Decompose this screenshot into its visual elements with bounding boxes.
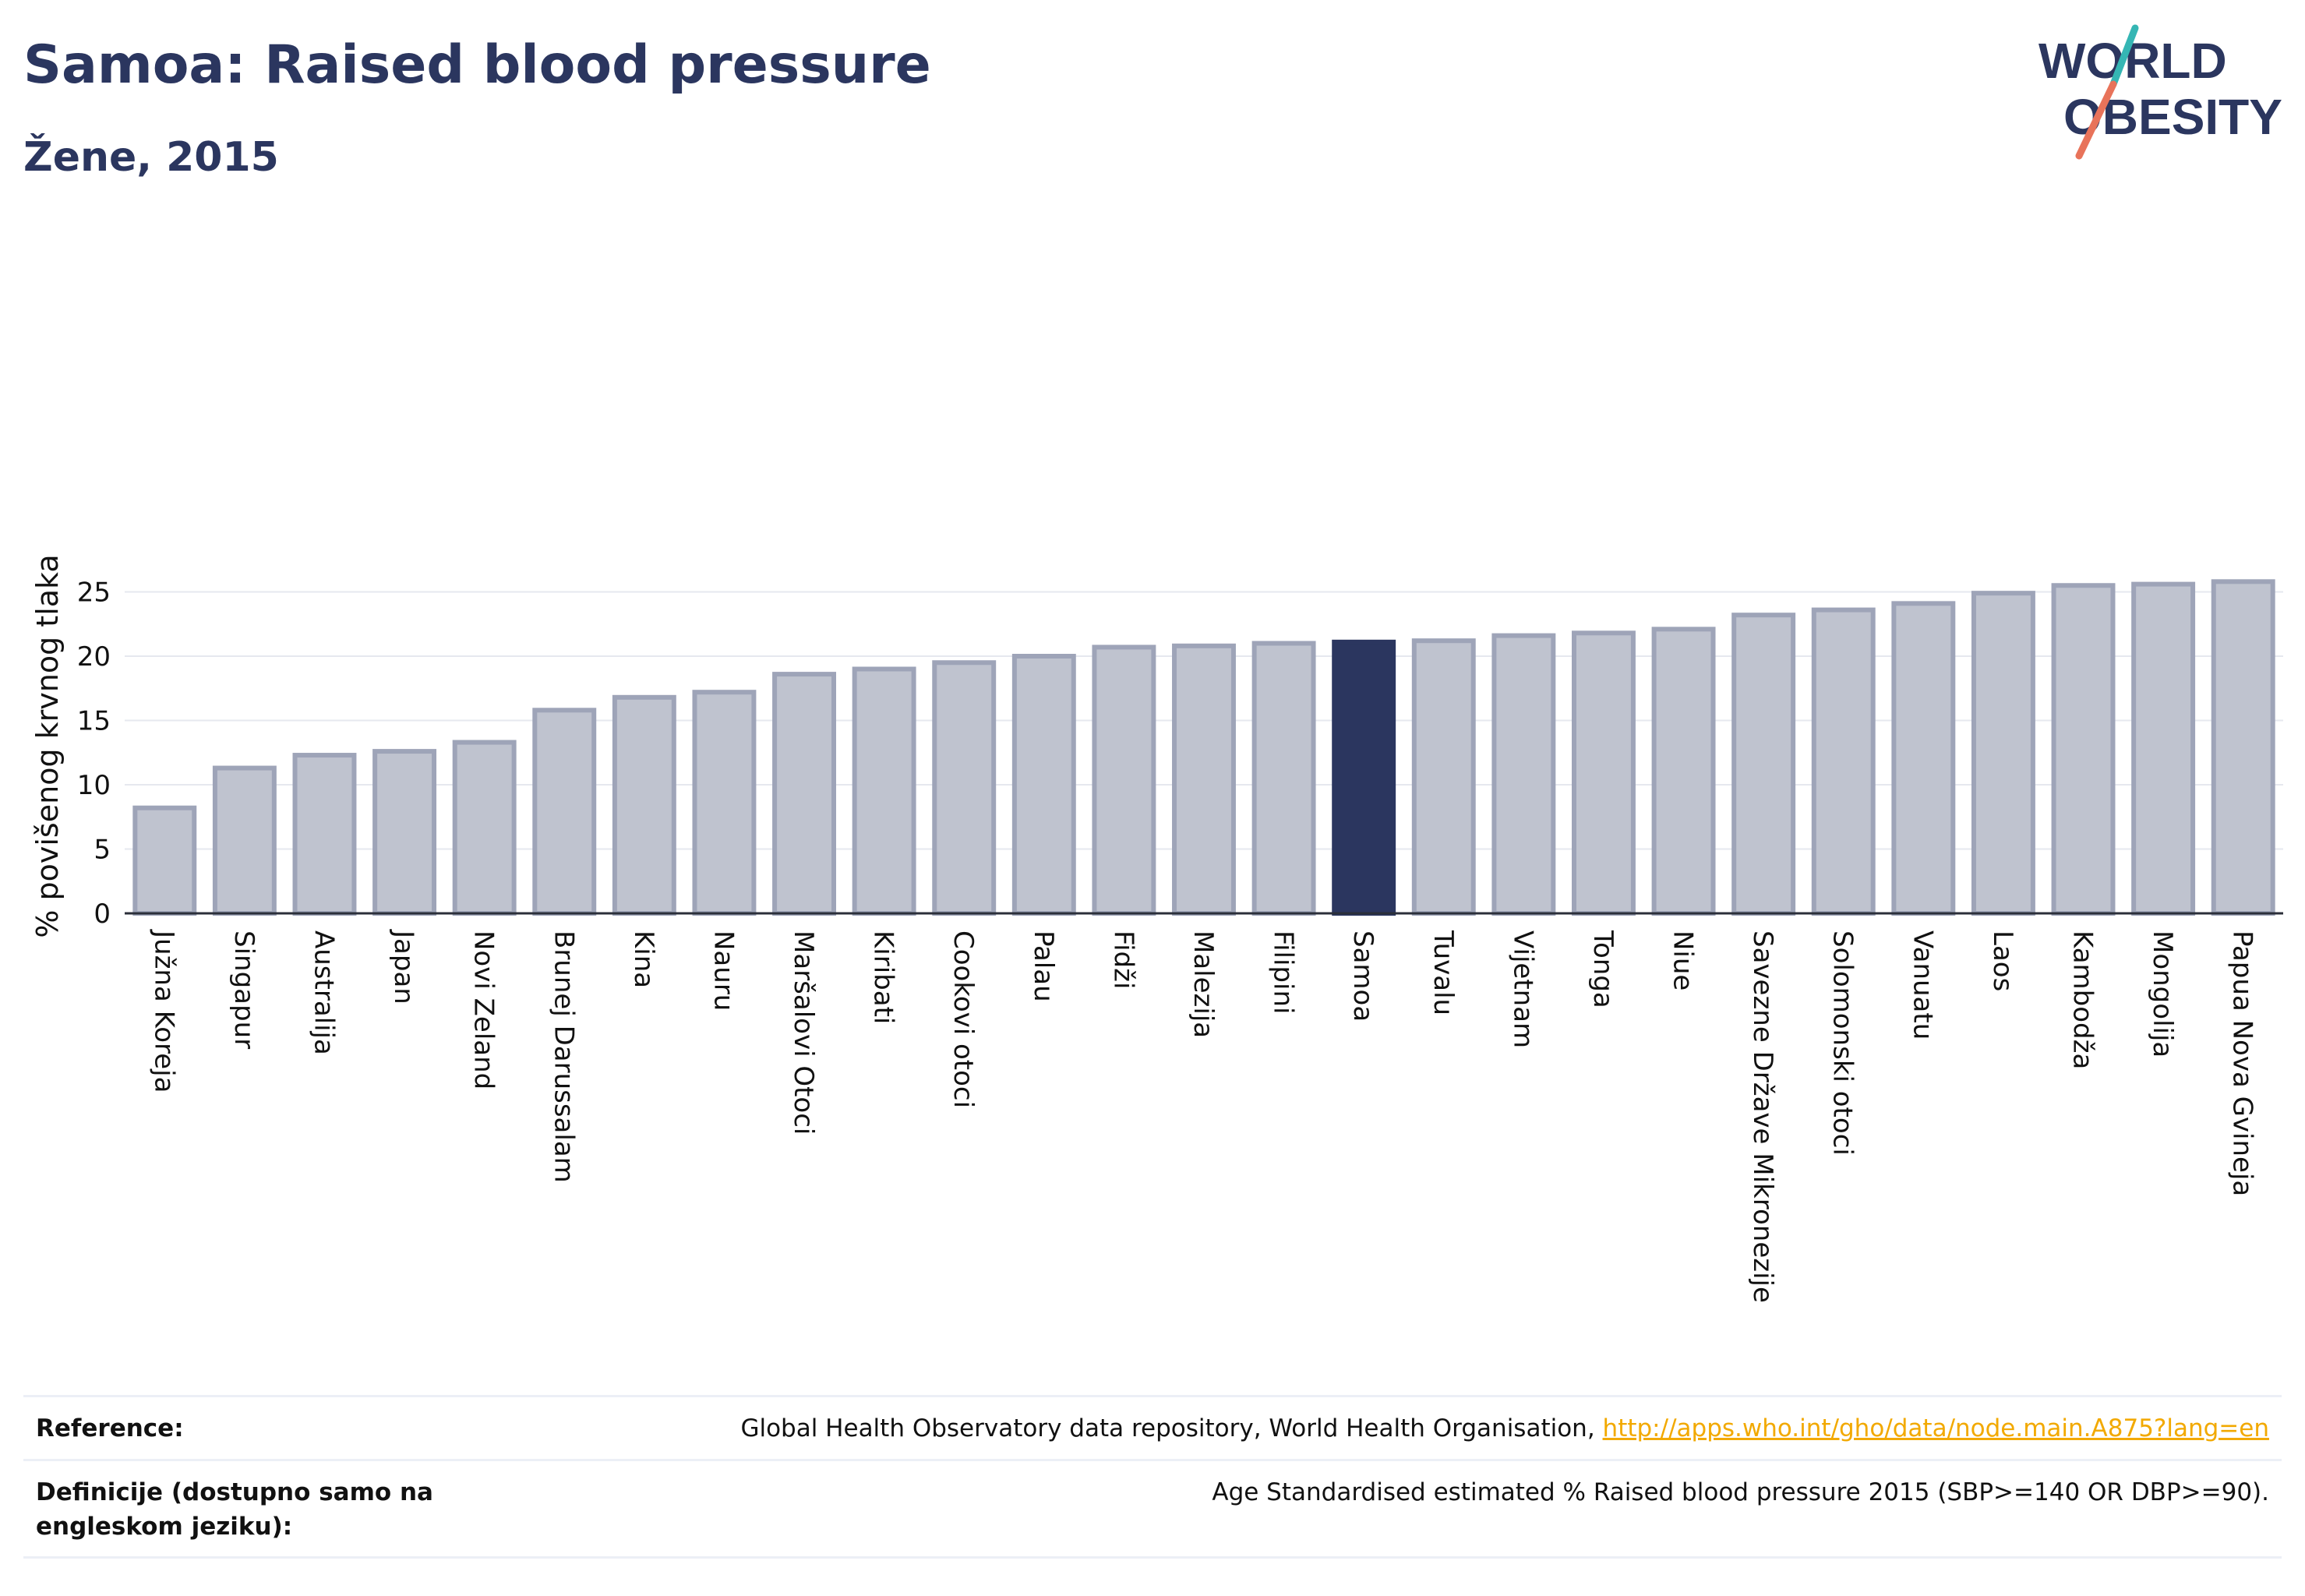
y-tick-label: 5 xyxy=(94,835,111,866)
bar xyxy=(1411,638,1476,916)
reference-label: Reference: xyxy=(36,1414,184,1442)
logo-slash-coral xyxy=(2075,80,2117,160)
x-tick-label: Cookovi otoci xyxy=(948,930,979,1108)
bar xyxy=(1172,643,1236,916)
bar xyxy=(2211,579,2275,916)
bar xyxy=(292,753,357,916)
bar xyxy=(1251,641,1316,916)
bar xyxy=(1891,601,1956,916)
bar xyxy=(2131,581,2196,916)
x-tick-label: Solomonski otoci xyxy=(1827,930,1858,1156)
bar xyxy=(1971,591,2035,916)
bar xyxy=(1731,613,1796,916)
x-tick-label: Vanuatu xyxy=(1907,930,1938,1040)
bar xyxy=(212,765,277,916)
bar xyxy=(1651,627,1716,916)
x-tick-label: Savezne Države Mikronezije xyxy=(1747,930,1778,1303)
x-tick-label: Nauru xyxy=(708,930,739,1011)
x-tick-label: Japan xyxy=(388,929,419,1005)
x-tick-label: Filipini xyxy=(1268,930,1299,1014)
reference-row: Reference: Global Health Observatory dat… xyxy=(23,1395,2282,1461)
x-tick-label: Samoa xyxy=(1347,930,1378,1022)
x-tick-label: Maršalovi Otoci xyxy=(788,930,819,1135)
chart-subtitle: Žene, 2015 xyxy=(23,134,279,181)
reference-text: Global Health Observatory data repositor… xyxy=(740,1414,1603,1442)
definition-row: Definicije (dostupno samo na engleskom j… xyxy=(23,1459,2282,1559)
bar xyxy=(692,690,757,916)
x-tick-label: Laos xyxy=(1987,930,2018,991)
definition-value: Age Standardised estimated % Raised bloo… xyxy=(1212,1478,2269,1506)
x-tick-label: Papua Nova Gvineja xyxy=(2227,930,2258,1196)
bar xyxy=(612,694,676,916)
bar xyxy=(1011,654,1076,916)
definition-label: Definicije (dostupno samo na engleskom j… xyxy=(36,1478,433,1541)
y-axis-label: % povišenog krvnog tlaka xyxy=(30,554,65,937)
logo-slash-teal xyxy=(2109,24,2139,88)
bar xyxy=(1491,633,1556,916)
x-tick-label: Fidži xyxy=(1107,930,1138,989)
x-tick-label: Mongolija xyxy=(2147,930,2178,1058)
y-tick-label: 10 xyxy=(77,770,111,801)
bar xyxy=(2051,583,2116,916)
reference-link[interactable]: http://apps.who.int/gho/data/node.main.A… xyxy=(1602,1414,2269,1442)
bar xyxy=(772,672,836,916)
x-tick-label: Kina xyxy=(628,930,659,988)
x-tick-label: Kiribati xyxy=(868,930,899,1024)
bar xyxy=(1332,639,1396,916)
bar xyxy=(132,805,197,916)
bar xyxy=(1811,607,1876,916)
bar xyxy=(452,740,517,916)
y-tick-label: 0 xyxy=(94,899,111,930)
x-tick-label: Australija xyxy=(308,930,339,1055)
bar xyxy=(532,708,597,916)
x-tick-label: Novi Zeland xyxy=(468,930,499,1089)
x-tick-label: Južna Koreja xyxy=(148,929,179,1093)
bar xyxy=(1572,630,1636,916)
bar xyxy=(372,749,437,916)
y-tick-label: 15 xyxy=(77,706,111,737)
x-tick-label: Brunej Darussalam xyxy=(548,930,579,1183)
y-tick-label: 20 xyxy=(77,641,111,673)
world-obesity-logo: WORLD OBESITY xyxy=(2038,24,2282,160)
reference-value: Global Health Observatory data repositor… xyxy=(740,1411,2269,1446)
x-tick-label: Malezija xyxy=(1188,930,1219,1038)
x-tick-label: Tuvalu xyxy=(1428,930,1459,1015)
x-tick-label: Kambodža xyxy=(2067,930,2099,1069)
x-tick-label: Vijetnam xyxy=(1507,930,1538,1048)
x-tick-label: Niue xyxy=(1668,930,1699,990)
bar-chart: 0 5 10 15 20 25 % povišenog krvnog tlaka Južna … xyxy=(30,554,2283,1303)
bar xyxy=(1092,644,1156,916)
chart-title: Samoa: Raised blood pressure xyxy=(23,34,931,96)
x-tick-label: Tonga xyxy=(1587,930,1618,1008)
y-tick-label: 25 xyxy=(77,577,111,609)
x-tick-label: Singapur xyxy=(228,930,259,1049)
bar xyxy=(852,666,916,916)
bar xyxy=(932,660,997,916)
x-tick-label: Palau xyxy=(1028,930,1059,1002)
